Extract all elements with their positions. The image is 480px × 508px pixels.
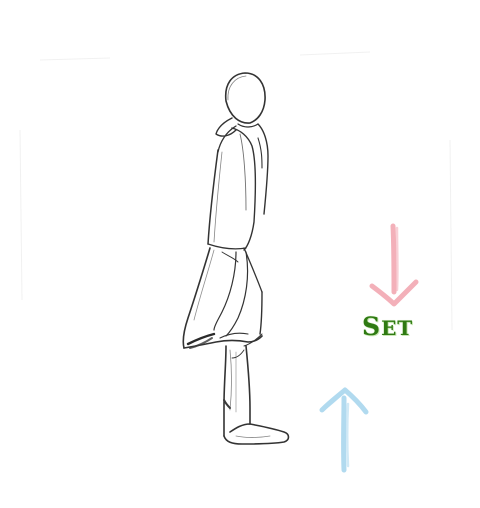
figure-leg-front [245,345,251,425]
arrow-up-icon [319,387,369,473]
arrow-down-icon [369,223,419,307]
background-texture [19,51,453,331]
figure-arm [231,127,257,251]
set-label-rest: ET [381,316,414,340]
figure-head [224,72,266,124]
set-label-first-letter: S [362,312,382,341]
figure-leg-back [223,345,227,437]
figure-foot [223,423,290,445]
set-label: SET [362,314,413,339]
figure-hood [215,117,237,137]
figure-coat [182,247,211,349]
standing-figure-sketch [182,72,290,445]
